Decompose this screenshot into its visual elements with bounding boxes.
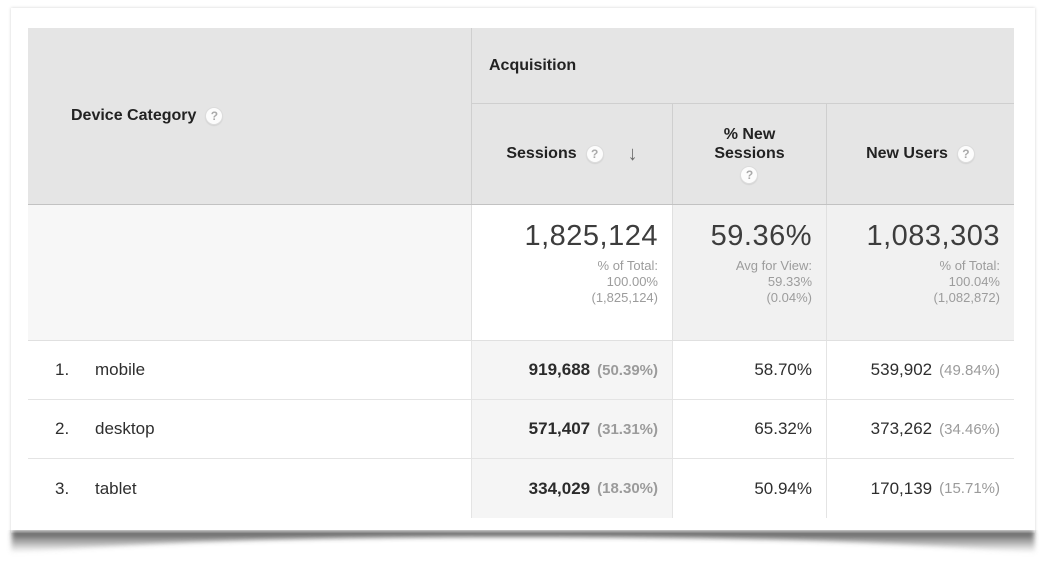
totals-new-sessions-cell: 59.36% Avg for View: 59.33% (0.04%): [672, 205, 826, 340]
row-label: mobile: [95, 360, 146, 379]
row-rank: 3.: [55, 478, 70, 498]
totals-sessions-subtext: % of Total: 100.00% (1,825,124): [591, 258, 659, 305]
row-label: desktop: [95, 419, 155, 438]
totals-sessions-value: 1,825,124: [524, 220, 658, 252]
row-dimension-cell: 2. desktop: [28, 400, 472, 458]
table-header: Device Category ? Acquisition Sessions ?…: [28, 28, 1014, 205]
new-users-value: 170,139: [870, 478, 933, 498]
row-dimension-cell: 3. tablet: [28, 459, 472, 518]
row-new-users-cell: 373,262 (34.46%): [826, 400, 1014, 458]
new-users-header-label[interactable]: New Users: [866, 145, 948, 162]
sessions-value: 919,688: [528, 360, 591, 379]
sessions-percent: (18.30%): [597, 480, 658, 497]
sessions-percent: (31.31%): [597, 420, 658, 438]
new-sessions-header-line1[interactable]: % New: [723, 125, 776, 143]
new-users-value: 539,902: [870, 360, 933, 379]
totals-new-users-value: 1,083,303: [866, 220, 1000, 252]
row-new-sessions-cell: 65.32%: [672, 400, 826, 458]
table-row: 1. mobile 919,688 (50.39%) 58.70% 539,90…: [28, 341, 1014, 400]
row-sessions-cell: 919,688 (50.39%): [472, 341, 672, 399]
help-icon[interactable]: ?: [740, 165, 759, 184]
dimension-header-label: Device Category: [71, 107, 197, 124]
totals-new-sessions-value: 59.36%: [710, 220, 812, 252]
dimension-header-cell: Device Category ?: [28, 28, 472, 204]
new-sessions-value: 65.32%: [754, 419, 812, 438]
metric-column-headers: Sessions ? ↓ % New Sessions ?: [472, 104, 1014, 204]
new-users-percent: (15.71%): [939, 480, 1000, 497]
sessions-header-label[interactable]: Sessions: [506, 145, 577, 162]
new-users-percent: (49.84%): [939, 361, 1000, 379]
row-sessions-cell: 571,407 (31.31%): [472, 400, 672, 458]
totals-dimension-cell: [28, 205, 472, 340]
sessions-value: 334,029: [528, 478, 591, 498]
new-sessions-value: 58.70%: [754, 360, 812, 379]
table-row: 2. desktop 571,407 (31.31%) 65.32% 373,2…: [28, 400, 1014, 459]
row-label: tablet: [95, 478, 137, 498]
row-new-users-cell: 539,902 (49.84%): [826, 341, 1014, 399]
row-new-users-cell: 170,139 (15.71%): [826, 459, 1014, 518]
card-drop-shadow: [11, 531, 1035, 553]
row-rank: 1.: [55, 360, 70, 379]
column-header-sessions[interactable]: Sessions ? ↓: [472, 104, 672, 204]
analytics-table-card: Device Category ? Acquisition Sessions ?…: [11, 8, 1035, 533]
totals-sessions-cell: 1,825,124 % of Total: 100.00% (1,825,124…: [472, 205, 672, 340]
row-new-sessions-cell: 50.94%: [672, 459, 826, 518]
new-users-percent: (34.46%): [939, 420, 1000, 438]
column-header-new-sessions[interactable]: % New Sessions ?: [672, 104, 826, 204]
acquisition-group-header: Acquisition: [472, 28, 1014, 104]
column-header-new-users[interactable]: New Users ?: [826, 104, 1014, 204]
table-row: 3. tablet 334,029 (18.30%) 50.94% 170,13…: [28, 459, 1014, 518]
totals-new-users-cell: 1,083,303 % of Total: 100.04% (1,082,872…: [826, 205, 1014, 340]
totals-new-users-subtext: % of Total: 100.04% (1,082,872): [933, 258, 1001, 305]
row-sessions-cell: 334,029 (18.30%): [472, 459, 672, 518]
metrics-header-group: Acquisition Sessions ? ↓ % New: [472, 28, 1014, 204]
help-icon[interactable]: ?: [205, 107, 224, 125]
totals-row: 1,825,124 % of Total: 100.00% (1,825,124…: [28, 205, 1014, 341]
new-sessions-header-line2[interactable]: Sessions: [714, 144, 785, 162]
row-new-sessions-cell: 58.70%: [672, 341, 826, 399]
device-category-table: Device Category ? Acquisition Sessions ?…: [28, 28, 1014, 518]
sort-descending-icon[interactable]: ↓: [627, 143, 638, 165]
new-sessions-value: 50.94%: [754, 478, 812, 498]
sessions-value: 571,407: [528, 419, 591, 438]
acquisition-group-label: Acquisition: [489, 56, 577, 74]
sessions-percent: (50.39%): [597, 361, 658, 379]
help-icon[interactable]: ?: [956, 145, 975, 163]
new-users-value: 373,262: [870, 419, 933, 438]
row-rank: 2.: [55, 419, 70, 438]
help-icon[interactable]: ?: [585, 145, 604, 163]
totals-new-sessions-subtext: Avg for View: 59.33% (0.04%): [735, 258, 812, 305]
row-dimension-cell: 1. mobile: [28, 341, 472, 399]
